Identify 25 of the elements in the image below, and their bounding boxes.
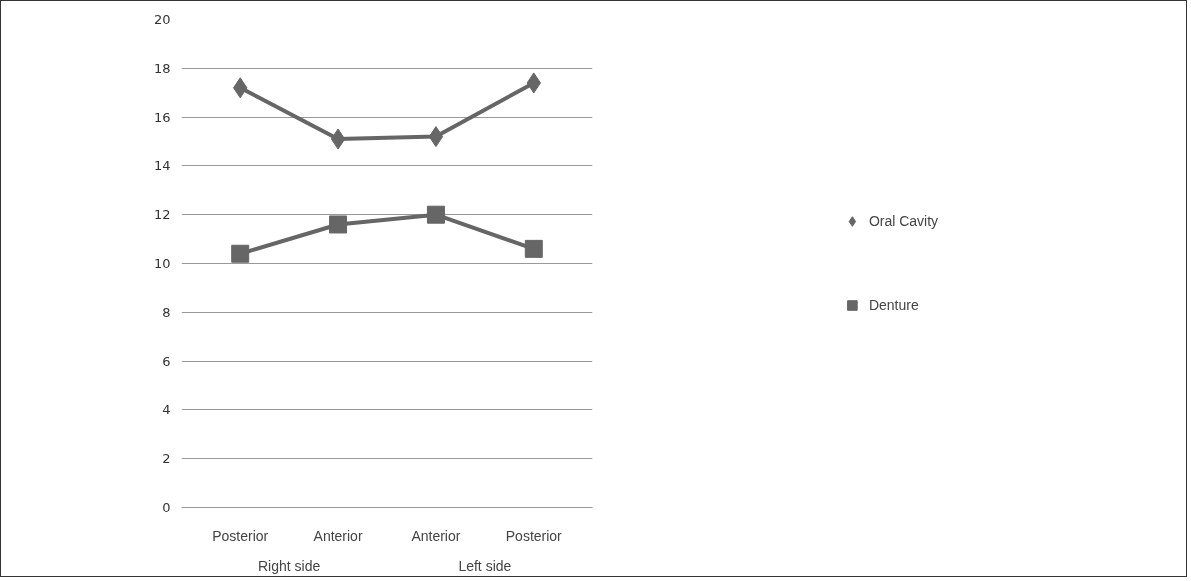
y-tick-label: 8 <box>162 304 171 320</box>
y-tick-label: 12 <box>153 207 171 223</box>
point <box>329 215 348 234</box>
point <box>426 205 445 224</box>
y-tick-label: 18 <box>153 60 171 76</box>
legend-label: Oral Cavity <box>868 213 939 229</box>
y-tick-label: 20 <box>153 12 171 27</box>
x-tick-label: Anterior <box>411 527 461 544</box>
x-tick-label: Anterior <box>313 527 363 544</box>
point <box>428 126 444 148</box>
y-tick-label: 6 <box>162 353 171 369</box>
y-tick-label: 2 <box>162 451 171 467</box>
y-tick-label: 14 <box>153 158 171 174</box>
legend-label: Denture <box>868 297 919 313</box>
y-tick-label: 10 <box>153 256 171 271</box>
point <box>231 244 250 263</box>
text: Right side <box>258 557 321 574</box>
x-tick-label: Posterior <box>212 527 269 544</box>
y-tick-label: 0 <box>162 500 171 515</box>
x-tick-label: Posterior <box>505 527 563 544</box>
point <box>330 128 346 150</box>
point <box>524 239 543 258</box>
y-tick-label: 16 <box>153 109 171 125</box>
y-tick-label: 4 <box>162 402 171 418</box>
text: Left side <box>458 557 512 574</box>
